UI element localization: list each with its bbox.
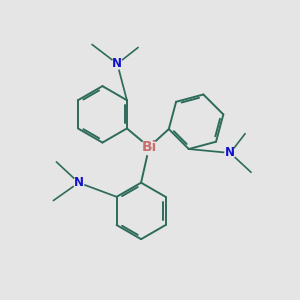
Circle shape <box>112 58 123 69</box>
Text: N: N <box>225 146 235 160</box>
Circle shape <box>225 148 236 158</box>
Circle shape <box>141 139 157 155</box>
Circle shape <box>73 177 84 188</box>
Text: N: N <box>112 57 122 70</box>
Text: N: N <box>74 176 84 189</box>
Text: Bi: Bi <box>142 140 157 154</box>
